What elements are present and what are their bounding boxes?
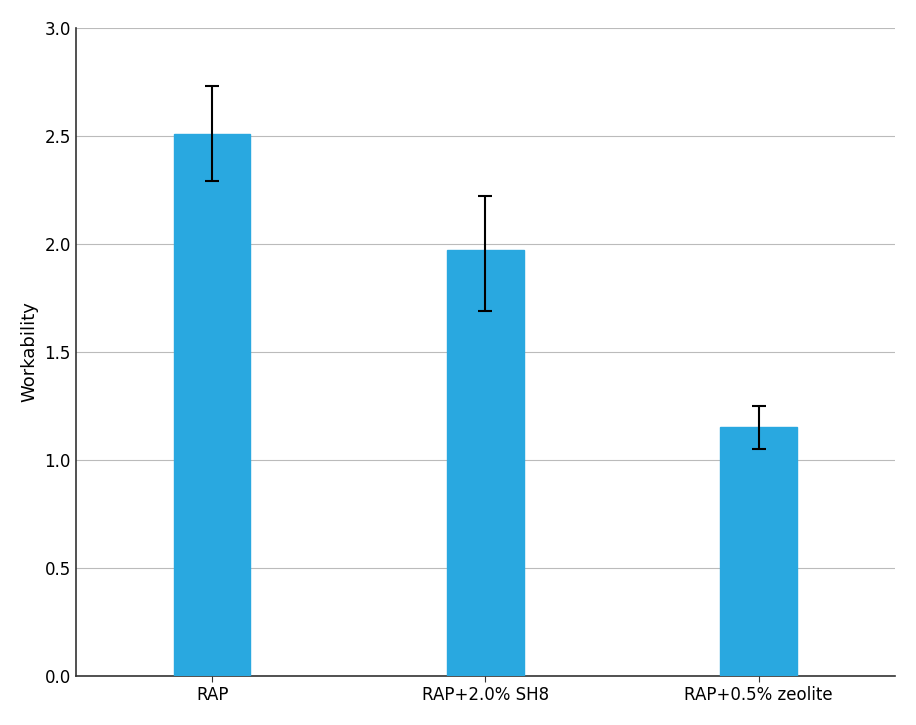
Bar bbox=[447, 250, 524, 676]
Bar bbox=[174, 133, 250, 676]
Bar bbox=[720, 427, 797, 676]
Y-axis label: Workability: Workability bbox=[21, 302, 38, 402]
